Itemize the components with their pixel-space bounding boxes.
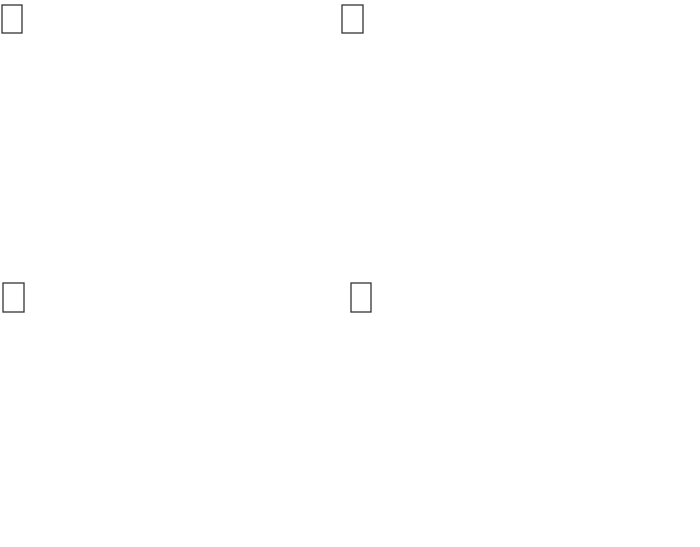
panel-a: [1, 4, 23, 34]
panel-d: [350, 282, 372, 313]
panel-label-box: [1, 4, 23, 34]
panel-label-box: [350, 282, 372, 313]
panel-label-box: [341, 4, 364, 34]
panel-b: [341, 4, 364, 34]
panel-label-box: [2, 282, 25, 313]
panel-c: [2, 282, 25, 313]
